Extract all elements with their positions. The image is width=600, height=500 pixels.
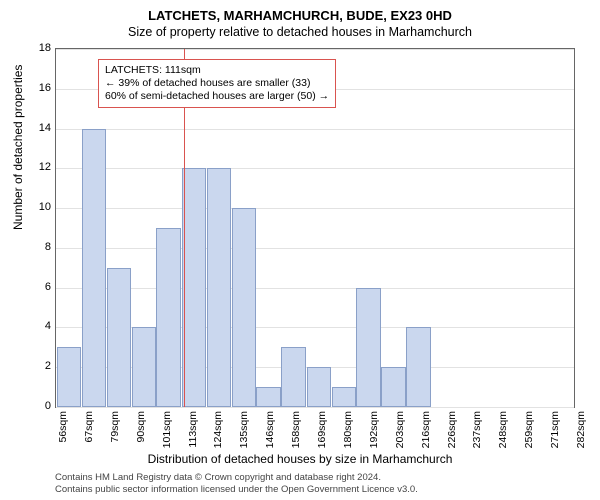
credits-line1: Contains HM Land Registry data © Crown c…	[55, 472, 418, 484]
histogram-bar	[156, 228, 180, 407]
x-axis-label: Distribution of detached houses by size …	[0, 452, 600, 466]
histogram-bar	[82, 129, 106, 407]
gridline	[56, 49, 574, 50]
y-tick-label: 2	[6, 360, 51, 372]
y-tick-label: 0	[6, 400, 51, 412]
annotation-line1: LATCHETS: 111sqm	[105, 64, 329, 77]
histogram-bar	[406, 327, 430, 407]
histogram-bar	[57, 347, 81, 407]
y-tick-label: 6	[6, 281, 51, 293]
annotation-box: LATCHETS: 111sqm ← 39% of detached house…	[98, 59, 336, 108]
y-tick-label: 8	[6, 241, 51, 253]
histogram-bar	[356, 288, 380, 407]
histogram-bar	[107, 268, 131, 407]
gridline	[56, 168, 574, 169]
histogram-bar	[232, 208, 256, 407]
plot-area: LATCHETS: 111sqm ← 39% of detached house…	[55, 48, 575, 408]
y-tick-label: 14	[6, 122, 51, 134]
histogram-bar	[281, 347, 305, 407]
gridline	[56, 129, 574, 130]
chart-title: LATCHETS, MARHAMCHURCH, BUDE, EX23 0HD	[0, 0, 600, 23]
y-tick-label: 12	[6, 161, 51, 173]
histogram-bar	[182, 168, 206, 407]
annotation-line3: 60% of semi-detached houses are larger (…	[105, 90, 329, 103]
annotation-line2: ← 39% of detached houses are smaller (33…	[105, 77, 329, 90]
credits-line2: Contains public sector information licen…	[55, 484, 418, 496]
gridline	[56, 248, 574, 249]
y-tick-label: 4	[6, 320, 51, 332]
credits: Contains HM Land Registry data © Crown c…	[55, 472, 418, 496]
histogram-bar	[256, 387, 280, 407]
gridline	[56, 288, 574, 289]
y-tick-label: 16	[6, 82, 51, 94]
histogram-bar	[332, 387, 356, 407]
histogram-bar	[381, 367, 405, 407]
histogram-bar	[207, 168, 231, 407]
gridline	[56, 208, 574, 209]
histogram-bar	[132, 327, 156, 407]
y-tick-label: 10	[6, 201, 51, 213]
y-ticks: 024681012141618	[0, 48, 53, 408]
histogram-bar	[307, 367, 331, 407]
y-tick-label: 18	[6, 42, 51, 54]
chart-subtitle: Size of property relative to detached ho…	[0, 23, 600, 43]
chart-container: LATCHETS, MARHAMCHURCH, BUDE, EX23 0HD S…	[0, 0, 600, 500]
